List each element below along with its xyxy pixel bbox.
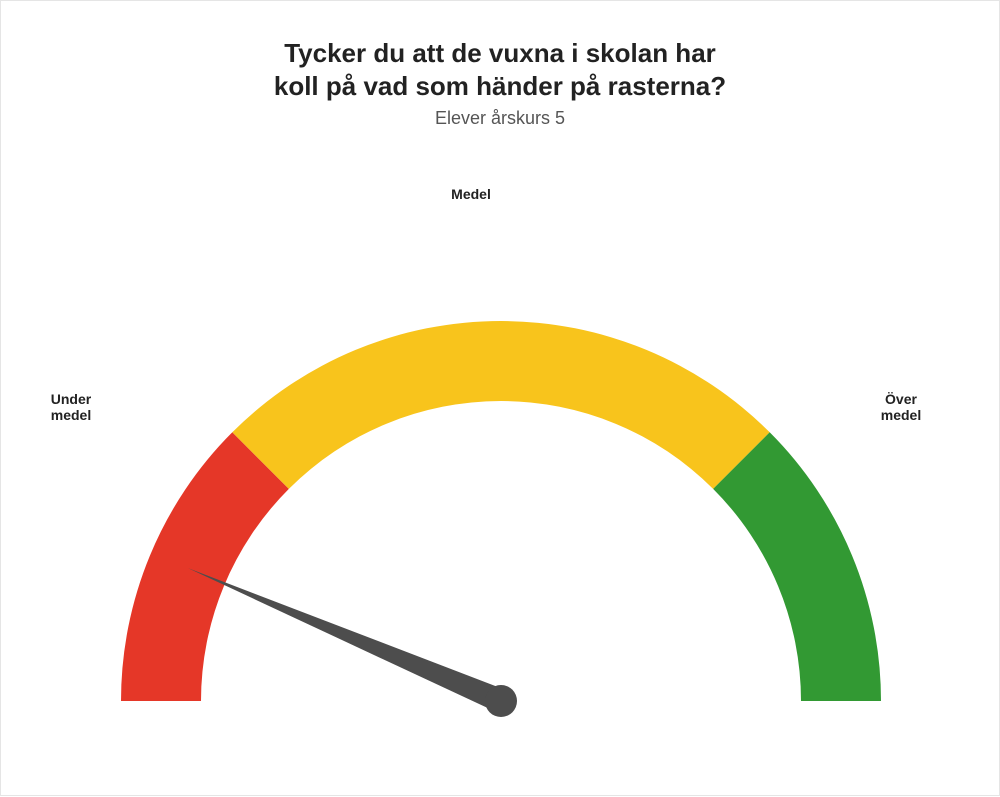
gauge-segment-label-2: Övermedel <box>881 391 921 423</box>
gauge-segment-label-0: Undermedel <box>51 391 91 423</box>
gauge-segment-0 <box>121 432 289 701</box>
gauge-segment-label-1: Medel <box>451 186 491 202</box>
gauge-segment-2 <box>713 432 881 701</box>
gauge-needle <box>188 568 506 712</box>
gauge-chart <box>1 1 1000 797</box>
gauge-segment-1 <box>232 321 769 489</box>
gauge-hub <box>485 685 517 717</box>
chart-frame: Tycker du att de vuxna i skolan harkoll … <box>0 0 1000 796</box>
